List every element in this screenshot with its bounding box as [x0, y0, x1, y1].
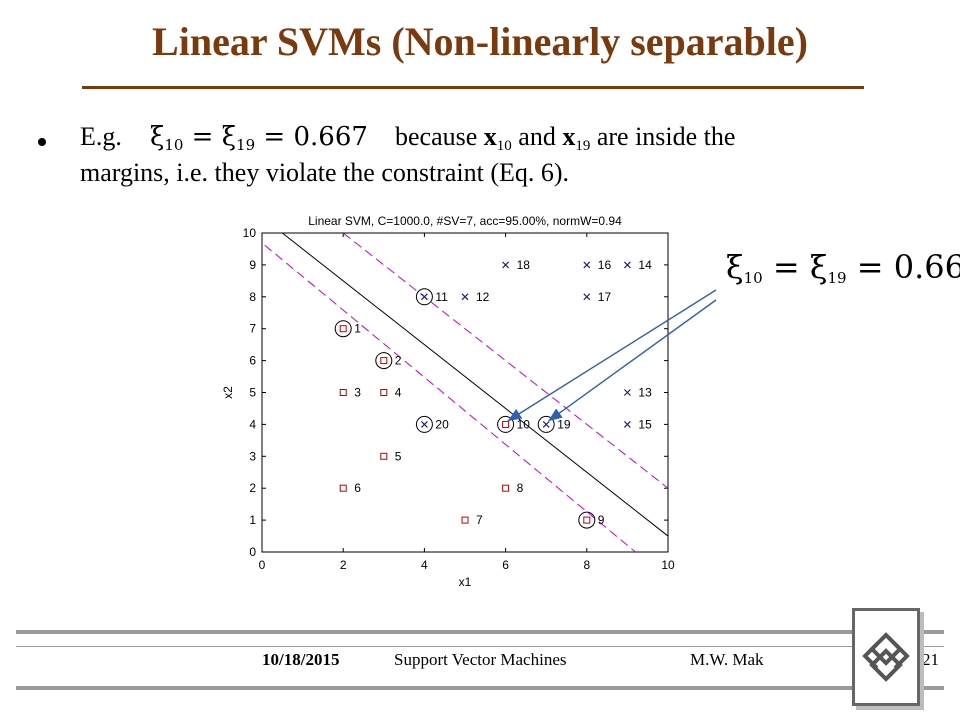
margin-line	[342, 233, 668, 489]
support-vector-ring	[497, 415, 515, 433]
x-tick-label: 6	[502, 558, 509, 572]
point-label: 19	[557, 417, 571, 431]
point-label: 18	[517, 258, 531, 272]
y-tick-label: 8	[249, 290, 256, 304]
title-underline	[82, 86, 864, 89]
y-tick-label: 5	[249, 386, 256, 400]
point-label: 9	[598, 513, 605, 527]
point-label: 2	[395, 354, 402, 368]
class1-point	[380, 389, 388, 396]
support-vector-ring	[415, 415, 433, 433]
class1-point	[380, 357, 388, 365]
class2-point	[623, 420, 631, 428]
y-tick-label: 2	[249, 481, 256, 495]
point-label: 14	[638, 258, 652, 272]
bullet-dot	[38, 138, 46, 146]
support-vector-ring	[375, 352, 393, 370]
class1-point	[380, 452, 388, 460]
point-label: 20	[435, 417, 449, 431]
point-label: 10	[517, 417, 531, 431]
footer-rule-mid	[16, 646, 944, 647]
x-tick-label: 0	[259, 558, 266, 572]
class1-point	[339, 484, 347, 492]
y-tick-label: 3	[249, 449, 256, 463]
class2-point	[420, 420, 428, 428]
chart-title: Linear SVM, C=1000.0, #SV=7, acc=95.00%,…	[308, 214, 622, 228]
decision-boundary-line	[281, 233, 668, 537]
class1-point	[339, 325, 347, 333]
y-tick-label: 1	[249, 513, 256, 527]
x-tick-label: 2	[340, 558, 347, 572]
point-label: 17	[598, 290, 612, 304]
point-label: 6	[354, 481, 361, 495]
footer-page-number: 21	[922, 650, 939, 669]
support-vector-ring	[578, 511, 596, 529]
y-tick-label: 4	[249, 417, 256, 431]
support-vector-ring	[415, 288, 433, 306]
x-tick-label: 8	[583, 558, 590, 572]
footer-date: 10/18/2015	[262, 650, 340, 669]
slide-title: Linear SVMs (Non-linearly separable)	[152, 19, 808, 64]
class2-point	[420, 293, 428, 301]
point-label: 15	[638, 417, 652, 431]
y-tick-label: 6	[249, 354, 256, 368]
bullet-text-line2: margins, i.e. they violate the constrain…	[80, 158, 570, 187]
logo-emblem-icon	[862, 632, 910, 682]
class1-point	[502, 420, 510, 428]
class2-point	[623, 389, 631, 396]
point-label: 13	[638, 386, 652, 400]
class2-point	[583, 261, 591, 269]
y-tick-label: 9	[249, 258, 256, 272]
y-tick-label: 10	[243, 226, 257, 240]
bullet-formula: ξ10 = ξ19 = 0.667	[150, 122, 368, 154]
footer-rule-top	[16, 630, 944, 634]
point-label: 7	[476, 513, 483, 527]
x-axis-label: x1	[459, 575, 472, 589]
callout-arrow	[507, 289, 717, 422]
y-tick-label: 0	[249, 545, 256, 559]
class2-point	[461, 293, 469, 301]
support-vector-ring	[334, 320, 352, 338]
support-vector-ring	[537, 415, 555, 433]
callout-arrow	[548, 299, 717, 422]
class2-point	[623, 261, 631, 269]
margin-line	[262, 242, 636, 552]
y-tick-label: 7	[249, 322, 256, 336]
point-label: 11	[435, 290, 448, 304]
class1-point	[583, 516, 591, 524]
footer-course: Support Vector Machines	[394, 650, 567, 669]
bullet-eg: E.g.	[80, 122, 122, 151]
class1-point	[461, 516, 469, 524]
point-label: 1	[354, 322, 361, 336]
class2-point	[583, 293, 591, 301]
point-label: 3	[354, 386, 361, 400]
university-logo	[852, 608, 920, 706]
footer-rule-bottom	[16, 686, 944, 690]
footer-author: M.W. Mak	[690, 650, 764, 669]
point-label: 16	[598, 258, 612, 272]
point-label: 4	[395, 386, 402, 400]
point-label: 12	[476, 290, 490, 304]
callout-formula: ξ10 = ξ19 = 0.667	[726, 248, 960, 287]
x-tick-label: 4	[421, 558, 428, 572]
class2-point	[542, 420, 550, 428]
x-tick-label: 10	[661, 558, 675, 572]
class2-point	[502, 261, 510, 269]
y-axis-label: x2	[221, 386, 235, 399]
class1-point	[339, 389, 347, 396]
class1-point	[502, 484, 510, 492]
point-label: 8	[517, 481, 524, 495]
point-label: 5	[395, 449, 402, 463]
bullet-text-line1: because x10 and x19 are inside the	[395, 122, 736, 154]
plot-frame	[261, 232, 669, 553]
